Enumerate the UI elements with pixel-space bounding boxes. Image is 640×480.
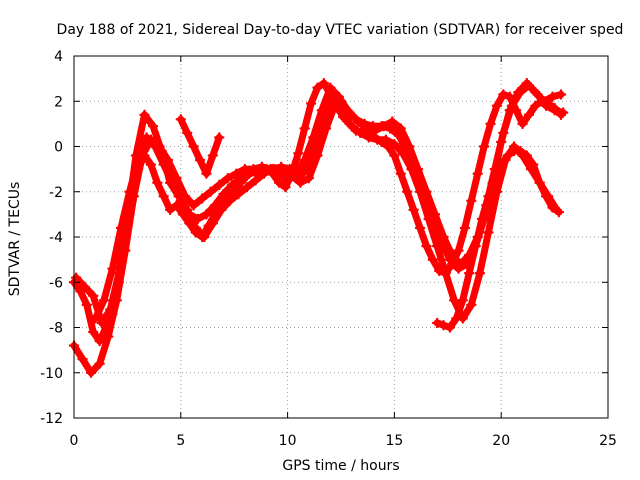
series-trace <box>499 102 516 137</box>
series-trace <box>431 210 448 241</box>
x-tick-label: 20 <box>492 433 510 449</box>
series-trace <box>311 120 328 155</box>
x-axis-label: GPS time / hours <box>282 458 399 474</box>
x-tick-label: 0 <box>70 433 79 449</box>
data-points <box>68 77 569 378</box>
series-trace <box>476 228 492 277</box>
data-point <box>214 132 225 143</box>
series-trace-e <box>175 114 565 333</box>
series-trace <box>305 152 322 182</box>
y-tick-label: 2 <box>54 94 63 110</box>
chart-title: Day 188 of 2021, Sidereal Day-to-day VTE… <box>57 22 624 38</box>
series-trace <box>484 188 501 236</box>
series-trace <box>407 165 424 196</box>
series-trace <box>115 215 131 277</box>
axes: 0 5 10 15 20 25 -12 -10 -8 -6 -4 -2 0 2 4 <box>40 49 617 449</box>
series-trace <box>422 188 439 218</box>
series-trace <box>433 242 450 277</box>
series-trace <box>149 122 166 155</box>
x-tick-label: 10 <box>279 433 297 449</box>
series-trace <box>467 269 484 309</box>
series-trace <box>108 224 125 273</box>
y-tick-label: 4 <box>54 49 63 65</box>
data-point <box>555 89 567 100</box>
y-tick-label: -6 <box>49 275 63 291</box>
series-trace <box>442 269 458 304</box>
x-tick-label: 5 <box>176 433 185 449</box>
series-trace <box>132 111 148 160</box>
series-trace <box>320 88 336 128</box>
series-trace <box>158 147 174 187</box>
y-tick-label: -2 <box>49 185 63 201</box>
series-trace <box>491 129 507 173</box>
series-trace <box>309 106 326 141</box>
series-trace <box>89 292 106 327</box>
data-point <box>557 107 569 118</box>
series-trace <box>100 265 116 304</box>
y-tick-label: -4 <box>49 230 63 246</box>
series-trace <box>414 165 430 196</box>
series-trace <box>416 188 433 223</box>
series-trace <box>425 215 441 250</box>
data-point <box>553 206 565 218</box>
y-axis-label: SDTVAR / TECUs <box>7 182 23 297</box>
series-trace <box>106 269 123 313</box>
x-tick-label: 25 <box>599 433 617 449</box>
x-tick-label: 15 <box>385 433 403 449</box>
y-tick-label: -10 <box>40 366 63 382</box>
y-tick-label: -12 <box>40 411 63 427</box>
series-trace <box>405 143 422 173</box>
series-trace <box>96 333 112 368</box>
series-trace <box>123 152 140 223</box>
series-trace <box>104 296 121 341</box>
y-tick-label: 0 <box>54 140 63 156</box>
y-tick-label: -8 <box>49 321 63 337</box>
series-trace <box>301 133 317 164</box>
